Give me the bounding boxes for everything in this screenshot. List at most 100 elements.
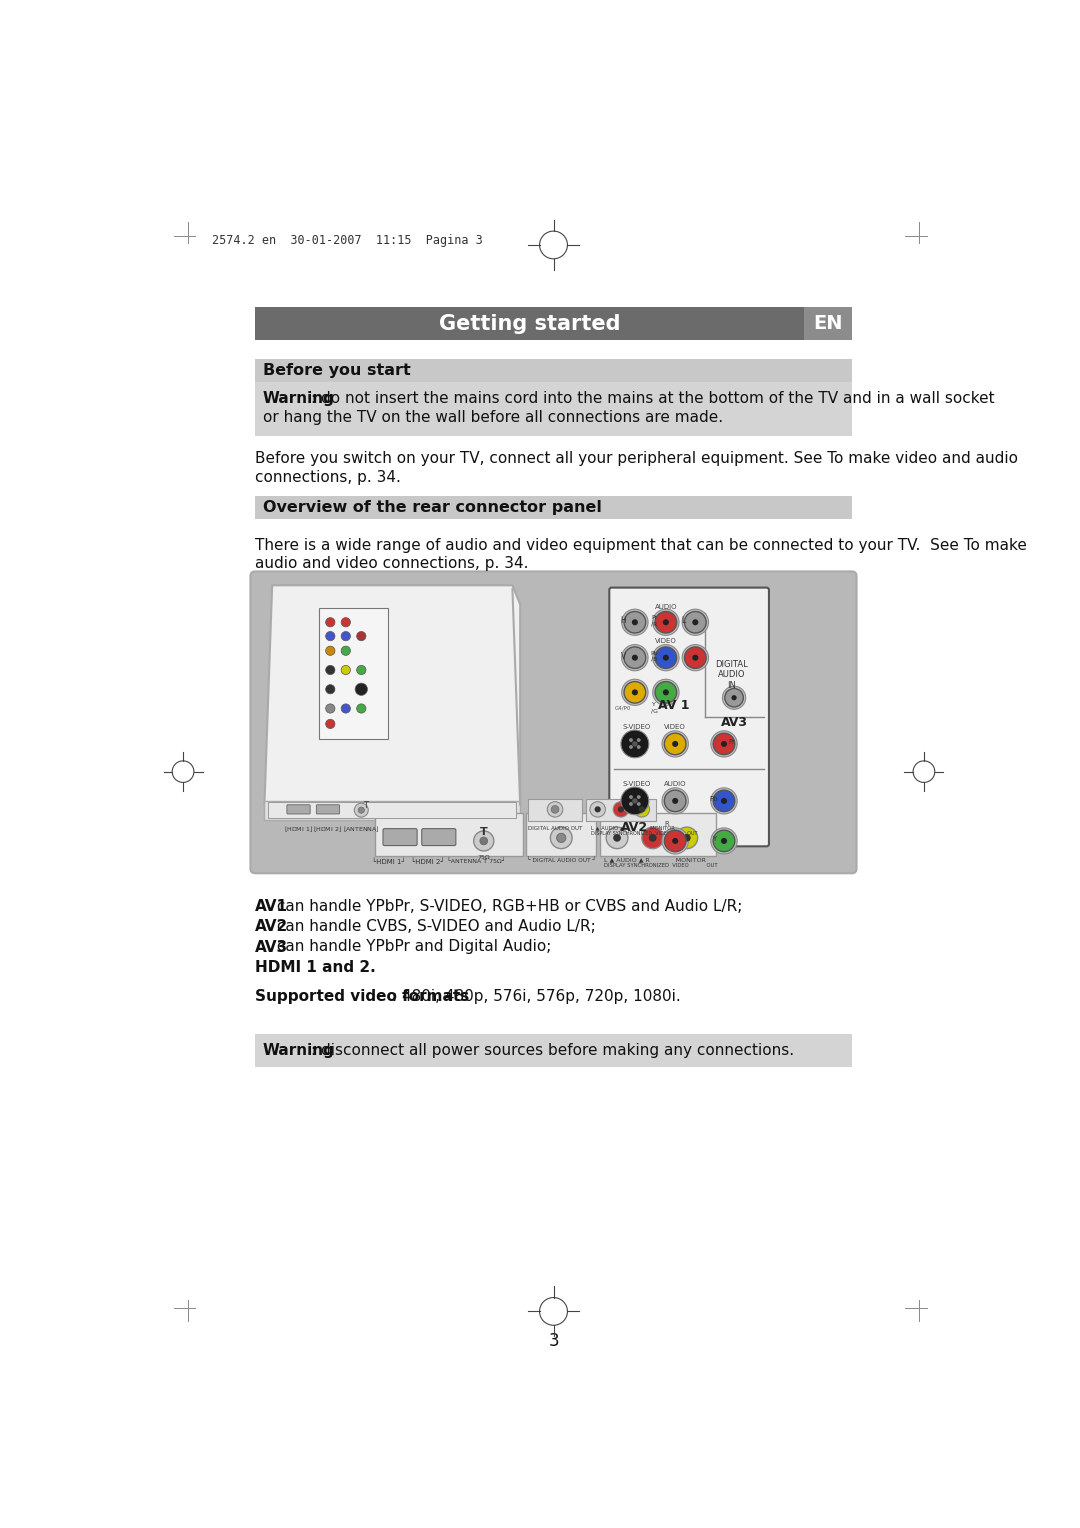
Circle shape [613,834,621,842]
Circle shape [637,738,640,743]
Circle shape [326,720,335,729]
Circle shape [356,631,366,640]
Text: Warning: Warning [262,391,335,406]
Text: DISPLAY SYNCHRONIZED  VIDEO           OUT: DISPLAY SYNCHRONIZED VIDEO OUT [592,831,698,836]
Text: Getting started: Getting started [438,313,620,333]
Circle shape [692,619,699,625]
Circle shape [683,834,691,842]
Circle shape [480,837,488,845]
Bar [586,799,656,821]
Circle shape [355,683,367,695]
Circle shape [551,805,559,813]
FancyBboxPatch shape [287,805,310,814]
Circle shape [629,802,633,805]
Text: AV3: AV3 [720,715,747,729]
Circle shape [341,704,350,714]
Circle shape [595,807,600,813]
Circle shape [341,665,350,675]
Text: Pr: Pr [728,740,735,746]
Text: $\lfloor$ANTENNA$\rfloor$: $\lfloor$ANTENNA$\rfloor$ [343,824,380,834]
Text: : 480i, 480p, 576i, 576p, 720p, 1080i.: : 480i, 480p, 576i, 576p, 720p, 1080i. [392,989,680,1004]
Circle shape [713,733,734,755]
Text: DIGITAL AUDIO OUT: DIGITAL AUDIO OUT [528,825,582,831]
Text: AUDIO: AUDIO [664,781,687,787]
Circle shape [685,611,706,633]
Circle shape [638,807,645,813]
Circle shape [326,617,335,626]
Text: $\lfloor$HDMI 1$\rfloor$: $\lfloor$HDMI 1$\rfloor$ [284,824,313,834]
Text: : disconnect all power sources before making any connections.: : disconnect all power sources before ma… [311,1044,794,1059]
Text: S-VIDEO: S-VIDEO [622,724,651,730]
Circle shape [662,788,688,814]
Circle shape [723,686,745,709]
Text: V: V [621,651,626,660]
Text: Supported video formats: Supported video formats [255,989,470,1004]
Circle shape [642,827,663,848]
Circle shape [721,798,727,804]
Circle shape [326,631,335,640]
Circle shape [713,830,734,851]
Text: AV1: AV1 [255,900,288,914]
Text: Y
/G: Y /G [651,703,658,714]
Circle shape [683,610,708,636]
Circle shape [621,787,649,814]
Circle shape [629,746,633,749]
Circle shape [663,619,669,625]
Text: DISPLAY SYNCHRONIZED  VIDEO           OUT: DISPLAY SYNCHRONIZED VIDEO OUT [604,863,717,868]
Circle shape [731,695,737,700]
Text: L ▲ AUDIO ▲ R             MONITOR: L ▲ AUDIO ▲ R MONITOR [604,857,705,862]
Circle shape [356,704,366,714]
Circle shape [711,788,738,814]
Text: S-VIDEO: S-VIDEO [622,781,651,787]
Polygon shape [265,585,521,805]
Circle shape [652,610,679,636]
Text: T: T [480,827,488,837]
Text: can handle YPbPr and Digital Audio;: can handle YPbPr and Digital Audio; [272,940,551,955]
Circle shape [664,830,686,851]
Circle shape [637,802,640,805]
Text: └HDMI 1┘: └HDMI 1┘ [373,857,406,865]
Bar [526,813,596,856]
Bar [804,307,852,341]
Circle shape [356,665,366,675]
Text: AV2: AV2 [621,821,648,834]
Bar [375,813,523,856]
Text: VIDEO: VIDEO [664,724,686,730]
Circle shape [632,798,637,804]
FancyBboxPatch shape [383,828,417,845]
Text: DIGITAL
AUDIO
IN: DIGITAL AUDIO IN [715,660,748,689]
Text: or hang the TV on the wall before all connections are made.: or hang the TV on the wall before all co… [262,410,723,425]
Text: H: H [620,616,626,625]
Bar [268,802,516,817]
Text: EN: EN [813,313,842,333]
Circle shape [662,828,688,854]
Text: G4/P0: G4/P0 [616,706,632,711]
Circle shape [326,685,335,694]
Circle shape [685,646,706,668]
Circle shape [624,681,646,703]
Circle shape [637,795,640,799]
Text: 75Ω: 75Ω [477,854,490,860]
Text: can handle CVBS, S-VIDEO and Audio L/R;: can handle CVBS, S-VIDEO and Audio L/R; [272,920,595,935]
Bar [600,813,716,856]
Circle shape [629,738,633,743]
Circle shape [656,646,677,668]
Circle shape [341,631,350,640]
Text: └HDMI 2┘: └HDMI 2┘ [411,857,445,865]
Circle shape [629,795,633,799]
FancyBboxPatch shape [316,805,339,814]
Circle shape [622,645,648,671]
Circle shape [556,833,566,842]
Circle shape [632,689,638,695]
Text: AV2: AV2 [255,920,288,935]
Circle shape [663,654,669,660]
Circle shape [672,798,678,804]
Circle shape [652,645,679,671]
Circle shape [683,645,708,671]
Text: Before you switch on your TV, connect all your peripheral equipment. See To make: Before you switch on your TV, connect al… [255,451,1018,466]
Circle shape [672,837,678,843]
Circle shape [632,741,637,747]
Circle shape [622,610,648,636]
Circle shape [606,827,627,848]
Text: audio and video connections, p. 34.: audio and video connections, p. 34. [255,556,528,571]
